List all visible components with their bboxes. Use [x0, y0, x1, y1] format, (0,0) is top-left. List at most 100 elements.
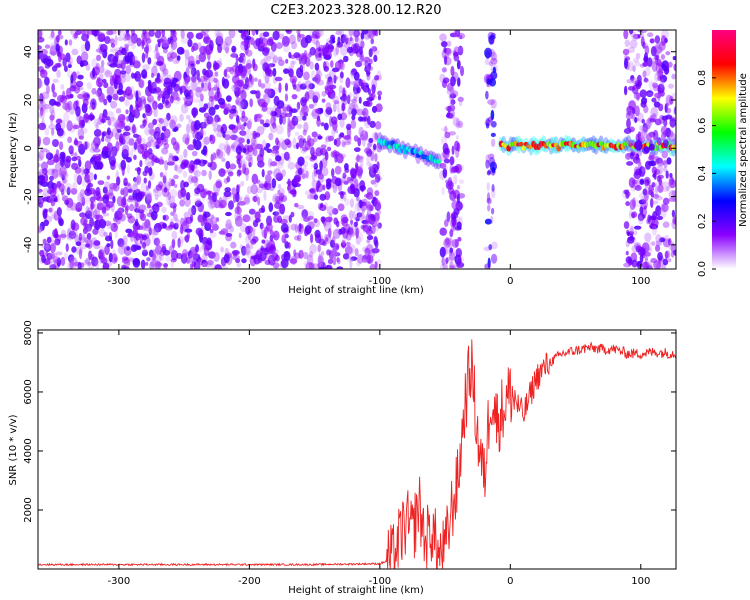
- spectrogram-noise-cell: [67, 100, 73, 111]
- spectrogram-noise-cell: [637, 30, 644, 33]
- spectrogram-noise-cell: [183, 96, 188, 108]
- spectrogram-noise-cell: [294, 223, 298, 234]
- spectrogram-noise-cell: [174, 126, 179, 132]
- spectrogram-noise-cell: [654, 35, 661, 44]
- spectrogram-noise-cell: [151, 205, 159, 213]
- spectrogram-noise-cell: [145, 43, 150, 54]
- spectrogram-noise-cell: [374, 173, 381, 183]
- spectrogram-noise-cell: [368, 163, 374, 171]
- spectrogram-noise-cell: [162, 249, 171, 256]
- spectrogram-noise-cell: [626, 236, 635, 244]
- spectrogram-noise-cell: [104, 70, 113, 78]
- spectrogram-noise-cell: [89, 112, 94, 122]
- spectrogram-noise-cell: [56, 69, 61, 79]
- spectrogram-noise-cell: [371, 220, 378, 228]
- spectrogram-noise-cell: [262, 62, 270, 72]
- spectrogram-noise-cell: [351, 114, 356, 121]
- spectrogram-noise-cell: [147, 192, 152, 203]
- spectrogram-noise-cell: [323, 122, 329, 131]
- spectrogram-noise-cell: [96, 54, 102, 62]
- spectrogram-noise-cell: [664, 234, 670, 242]
- spectrogram-noise-cell: [296, 123, 303, 129]
- spectrogram-noise-cell: [276, 100, 285, 109]
- spectrogram-noise-cell: [644, 256, 649, 262]
- spectrogram-noise-cell: [310, 146, 315, 157]
- spectrogram-noise-cell: [279, 141, 284, 149]
- spectrogram-noise-cell: [89, 217, 94, 227]
- spectrogram-signal-cell: [556, 144, 562, 152]
- spectrogram-noise-cell: [457, 236, 462, 242]
- spectrogram-noise-cell: [376, 169, 381, 178]
- spectrogram-noise-cell: [93, 173, 97, 181]
- spectrogram-noise-cell: [300, 60, 304, 71]
- spectrogram-noise-cell: [310, 112, 317, 117]
- spectrogram-noise-cell: [38, 77, 42, 89]
- snr-xtick-label: 100: [631, 576, 650, 587]
- spectrogram-noise-cell: [192, 179, 199, 187]
- spectrogram-noise-cell: [634, 79, 643, 88]
- spectrogram-noise-cell: [183, 77, 189, 87]
- spectrogram-noise-cell: [348, 210, 354, 220]
- spectrogram-noise-cell: [359, 46, 363, 56]
- spectrogram-noise-cell: [446, 40, 452, 47]
- spectrogram-noise-cell: [260, 83, 266, 89]
- spectrogram-noise-cell: [184, 228, 193, 233]
- spectrogram-noise-cell: [45, 58, 54, 67]
- spectrogram-noise-cell: [228, 111, 234, 120]
- spectrogram-noise-cell: [120, 59, 126, 71]
- spectrogram-noise-cell: [263, 81, 271, 90]
- spectrogram-noise-cell: [262, 93, 268, 99]
- spectrogram-noise-cell: [215, 35, 224, 47]
- spectrogram-noise-cell: [625, 189, 630, 199]
- spectrogram-noise-cell: [93, 214, 100, 220]
- spectrogram-noise-cell: [47, 180, 54, 190]
- spectrogram-noise-cell: [340, 226, 346, 235]
- spectrogram-noise-cell: [325, 135, 332, 143]
- spectrogram-noise-cell: [120, 159, 127, 171]
- spectrogram-noise-cell: [250, 243, 254, 250]
- spectrogram-noise-cell: [265, 222, 273, 232]
- spectrogram-noise-cell: [275, 42, 283, 50]
- spectrogram-noise-cell: [147, 57, 152, 65]
- spectrogram-noise-cell: [201, 137, 207, 148]
- spectrogram-noise-cell: [486, 78, 491, 85]
- spectrogram-noise-cell: [77, 128, 85, 139]
- spectrogram-noise-cell: [71, 246, 77, 253]
- spectrogram-noise-cell: [286, 122, 293, 133]
- spectrogram-noise-cell: [142, 241, 147, 249]
- spectrogram-noise-cell: [338, 85, 343, 94]
- spectrogram-noise-cell: [172, 59, 180, 65]
- spectrogram-noise-cell: [314, 30, 323, 37]
- spectrogram-noise-cell: [126, 213, 133, 219]
- spectrogram-noise-cell: [354, 161, 359, 169]
- spectrogram-noise-cell: [197, 42, 202, 51]
- spectrogram-noise-cell: [367, 62, 372, 71]
- spectrogram-noise-cell: [291, 41, 298, 50]
- spectrogram-noise-cell: [300, 173, 307, 179]
- spectrogram-noise-cell: [203, 121, 207, 129]
- spectrogram-noise-cell: [639, 89, 647, 98]
- spectrogram-noise-cell: [107, 95, 112, 103]
- spectrogram-noise-cell: [444, 147, 450, 155]
- spectrogram-noise-cell: [441, 127, 449, 132]
- spectrogram-noise-cell: [314, 233, 322, 244]
- spectrogram-noise-cell: [59, 141, 64, 151]
- spectrogram-noise-cell: [192, 131, 197, 139]
- spectrogram-noise-cell: [56, 257, 62, 267]
- spectrogram-noise-cell: [665, 107, 672, 114]
- spectrogram-noise-cell: [254, 211, 261, 220]
- spectrogram-noise-cell: [627, 46, 635, 53]
- spectrogram-noise-cell: [175, 218, 180, 228]
- spectrogram-noise-cell: [190, 246, 194, 258]
- spectrogram-noise-cell: [212, 127, 218, 132]
- spectrogram-noise-cell: [262, 122, 270, 128]
- spectrogram-noise-cell: [318, 260, 324, 266]
- spectrogram-noise-cell: [648, 215, 657, 220]
- spectrogram-noise-cell: [665, 170, 669, 179]
- colorbar-tick-label: 0.0: [697, 261, 708, 277]
- spectrogram-noise-cell: [313, 217, 318, 224]
- spectrogram-noise-cell: [63, 111, 70, 123]
- spectrogram-noise-cell: [279, 138, 284, 143]
- spectrogram-noise-cell: [353, 78, 362, 88]
- spectrogram-noise-cell: [333, 252, 341, 257]
